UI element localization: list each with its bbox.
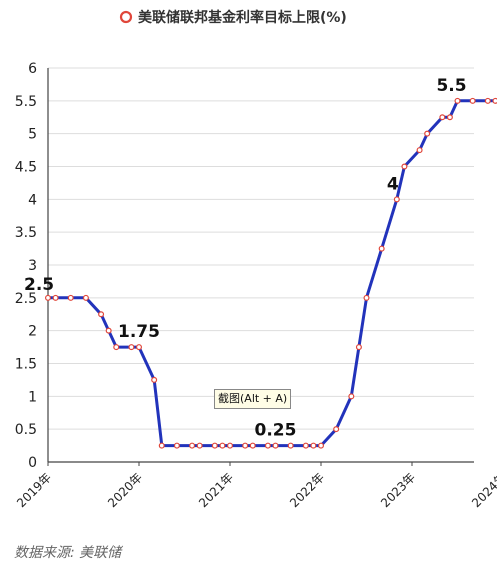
x-tick-label: 2019年	[14, 470, 54, 510]
data-point	[44, 294, 51, 301]
data-point	[113, 344, 120, 351]
data-point	[439, 114, 446, 121]
y-tick-label: 2.5	[15, 291, 37, 307]
data-point	[211, 442, 218, 449]
y-tick-label: 2	[28, 324, 37, 340]
data-point	[82, 294, 89, 301]
data-point	[105, 327, 112, 334]
data-point	[173, 442, 180, 449]
x-tick-label: 2020年	[105, 470, 145, 510]
axes	[47, 68, 474, 463]
y-tick-label: 3.5	[15, 225, 37, 241]
data-point	[67, 294, 74, 301]
y-tick-label: 0	[28, 455, 37, 471]
data-point	[492, 97, 497, 104]
x-tick-label: 2024年	[469, 470, 497, 510]
data-label: 4	[387, 174, 399, 194]
data-point	[469, 97, 476, 104]
data-point	[416, 147, 423, 154]
data-point	[378, 245, 385, 252]
data-series	[44, 97, 497, 449]
x-tick-label: 2022年	[287, 470, 327, 510]
y-tick-label: 5.5	[15, 94, 37, 110]
data-point	[355, 344, 362, 351]
data-point	[393, 196, 400, 203]
data-point	[196, 442, 203, 449]
data-point	[484, 97, 491, 104]
data-point	[272, 442, 279, 449]
y-tick-label: 1.5	[15, 357, 37, 373]
data-point	[264, 442, 271, 449]
y-tick-label: 5	[28, 127, 37, 143]
data-point	[333, 426, 340, 433]
chart-title: 美联储联邦基金利率目标上限(%)	[138, 9, 347, 26]
data-point	[302, 442, 309, 449]
y-tick-label: 4.5	[15, 160, 37, 176]
data-label: 5.5	[436, 76, 466, 96]
y-tick-label: 4	[28, 192, 37, 208]
data-label: 2.5	[24, 275, 54, 295]
data-point	[52, 294, 59, 301]
grid-lines	[48, 67, 474, 430]
data-point	[128, 344, 135, 351]
data-labels: 2.5 1.75 0.25 4 5.5	[24, 76, 467, 441]
legend-marker	[119, 10, 133, 24]
data-point	[348, 393, 355, 400]
source-note: 数据来源: 美联储	[14, 545, 122, 561]
data-label: 1.75	[118, 322, 160, 342]
data-point	[219, 442, 226, 449]
data-point	[242, 442, 249, 449]
data-point	[189, 442, 196, 449]
y-axis-ticks: 0 0.5 1 1.5 2 2.5 3 3.5 4 4.5 5 5.5 6	[15, 61, 37, 471]
screenshot-tooltip: 截图(Alt + A)	[214, 389, 292, 409]
x-axis-ticks: 2019年 2020年 2021年 2022年 2023年 2024年	[14, 462, 497, 510]
y-tick-label: 3	[28, 258, 37, 274]
data-point	[318, 442, 325, 449]
data-point	[136, 344, 143, 351]
data-point	[249, 442, 256, 449]
data-point	[424, 130, 431, 137]
data-point	[401, 163, 408, 170]
y-tick-label: 1	[28, 389, 37, 405]
data-point	[158, 442, 165, 449]
x-tick-label: 2021年	[196, 470, 236, 510]
x-tick-label: 2023年	[378, 470, 418, 510]
y-tick-label: 6	[28, 61, 37, 77]
data-point	[98, 311, 105, 318]
data-point	[151, 376, 158, 383]
data-point	[446, 114, 453, 121]
data-point	[363, 294, 370, 301]
data-label: 0.25	[255, 421, 297, 441]
data-point	[310, 442, 317, 449]
chart-legend: 美联储联邦基金利率目标上限(%)	[119, 9, 347, 26]
data-point	[454, 97, 461, 104]
data-point	[227, 442, 234, 449]
y-tick-label: 0.5	[15, 422, 37, 438]
data-point	[287, 442, 294, 449]
